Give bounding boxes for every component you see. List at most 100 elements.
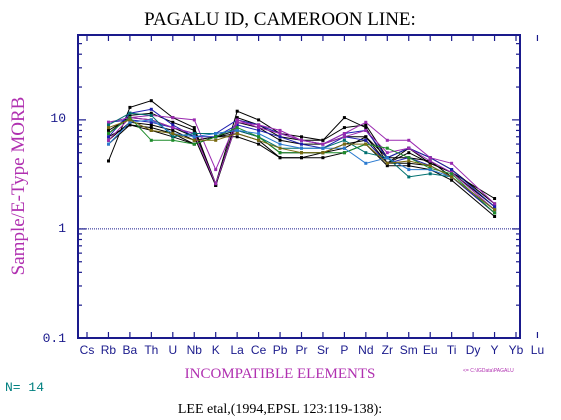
data-point xyxy=(342,146,346,150)
data-point xyxy=(342,138,346,142)
series-13 xyxy=(107,118,497,212)
series-9 xyxy=(107,113,497,206)
data-point xyxy=(149,138,153,142)
data-point xyxy=(128,116,132,120)
data-point xyxy=(364,135,368,139)
data-point xyxy=(107,159,110,163)
data-point xyxy=(257,128,261,132)
data-point xyxy=(278,138,282,142)
data-point xyxy=(278,156,282,160)
data-point xyxy=(450,172,454,176)
data-point xyxy=(214,168,218,172)
data-point xyxy=(407,151,411,155)
data-point xyxy=(493,215,497,218)
x-tick-label-p: P xyxy=(340,343,348,357)
data-point xyxy=(300,146,303,150)
data-point xyxy=(235,132,239,135)
data-point xyxy=(385,151,389,155)
data-point xyxy=(364,126,368,130)
data-point xyxy=(107,132,110,135)
series-10 xyxy=(107,116,497,212)
series-line xyxy=(108,114,495,205)
data-point xyxy=(107,142,110,146)
data-point xyxy=(107,123,110,127)
data-point xyxy=(149,123,153,127)
data-point xyxy=(450,161,454,165)
data-point xyxy=(493,205,497,209)
data-point xyxy=(171,123,175,127)
data-point xyxy=(257,132,261,135)
x-tick-label-ti: Ti xyxy=(447,343,457,357)
series-group xyxy=(107,99,497,218)
data-point xyxy=(171,116,175,120)
data-point xyxy=(493,197,497,200)
x-tick-label-pr: Pr xyxy=(296,343,308,357)
data-point xyxy=(192,138,196,142)
y-tick-label: 10 xyxy=(50,111,66,126)
x-tick-label-nb: Nb xyxy=(187,343,203,357)
data-point xyxy=(214,132,218,135)
data-point xyxy=(235,120,239,124)
series-line xyxy=(108,116,495,214)
x-tick-label-sm: Sm xyxy=(400,343,418,357)
data-point xyxy=(107,135,110,139)
data-point xyxy=(321,138,325,142)
data-point xyxy=(235,116,239,120)
data-point xyxy=(128,111,132,115)
data-point xyxy=(235,128,239,132)
data-point xyxy=(493,211,497,215)
series-line xyxy=(108,124,495,217)
data-point xyxy=(342,126,346,130)
data-point xyxy=(128,105,132,109)
data-point xyxy=(192,135,196,139)
data-point xyxy=(257,118,261,122)
data-point xyxy=(171,132,175,135)
data-point xyxy=(364,128,368,132)
sample-count: N= 14 xyxy=(5,380,44,395)
data-point xyxy=(385,138,389,142)
data-point xyxy=(149,107,153,111)
x-tick-label-nd: Nd xyxy=(358,343,373,357)
data-point xyxy=(364,161,368,165)
data-point xyxy=(300,138,303,142)
data-point xyxy=(321,146,325,150)
x-tick-label-k: K xyxy=(212,343,220,357)
x-tick-label-la: La xyxy=(230,343,244,357)
data-point xyxy=(450,168,454,172)
data-point xyxy=(171,128,175,132)
data-point xyxy=(300,142,303,146)
x-tick-label-sr: Sr xyxy=(317,343,329,357)
x-tick-label-zr: Zr xyxy=(382,343,393,357)
x-tick-label-ce: Ce xyxy=(251,343,267,357)
data-point xyxy=(149,113,153,117)
data-point xyxy=(364,151,368,155)
data-point xyxy=(342,132,346,135)
data-point xyxy=(407,161,411,165)
data-point xyxy=(407,156,411,160)
data-point xyxy=(278,128,282,132)
data-point xyxy=(235,109,239,113)
data-point xyxy=(107,120,110,124)
data-point xyxy=(321,142,325,146)
data-point xyxy=(149,128,153,132)
x-tick-labels: Cs Rb Ba Th U Nb K La Ce Pb Pr Sr P Nd Zr Sm Eu Ti Dy Y Yb Lu xyxy=(80,343,544,357)
data-point xyxy=(364,123,368,127)
data-point xyxy=(171,135,175,139)
data-point xyxy=(107,126,110,130)
data-point xyxy=(321,151,325,155)
data-point xyxy=(171,120,175,124)
data-point xyxy=(342,142,346,146)
data-point xyxy=(171,126,175,130)
data-point xyxy=(128,118,132,122)
data-point xyxy=(128,123,132,127)
data-point xyxy=(385,164,389,168)
y-tick-label: 1 xyxy=(58,221,66,236)
y-tick-label: 0.1 xyxy=(43,331,67,346)
data-point xyxy=(214,138,218,142)
data-point xyxy=(407,164,411,168)
data-point xyxy=(342,116,346,120)
data-point xyxy=(342,151,346,155)
data-point xyxy=(235,126,239,130)
series-line xyxy=(108,119,495,211)
